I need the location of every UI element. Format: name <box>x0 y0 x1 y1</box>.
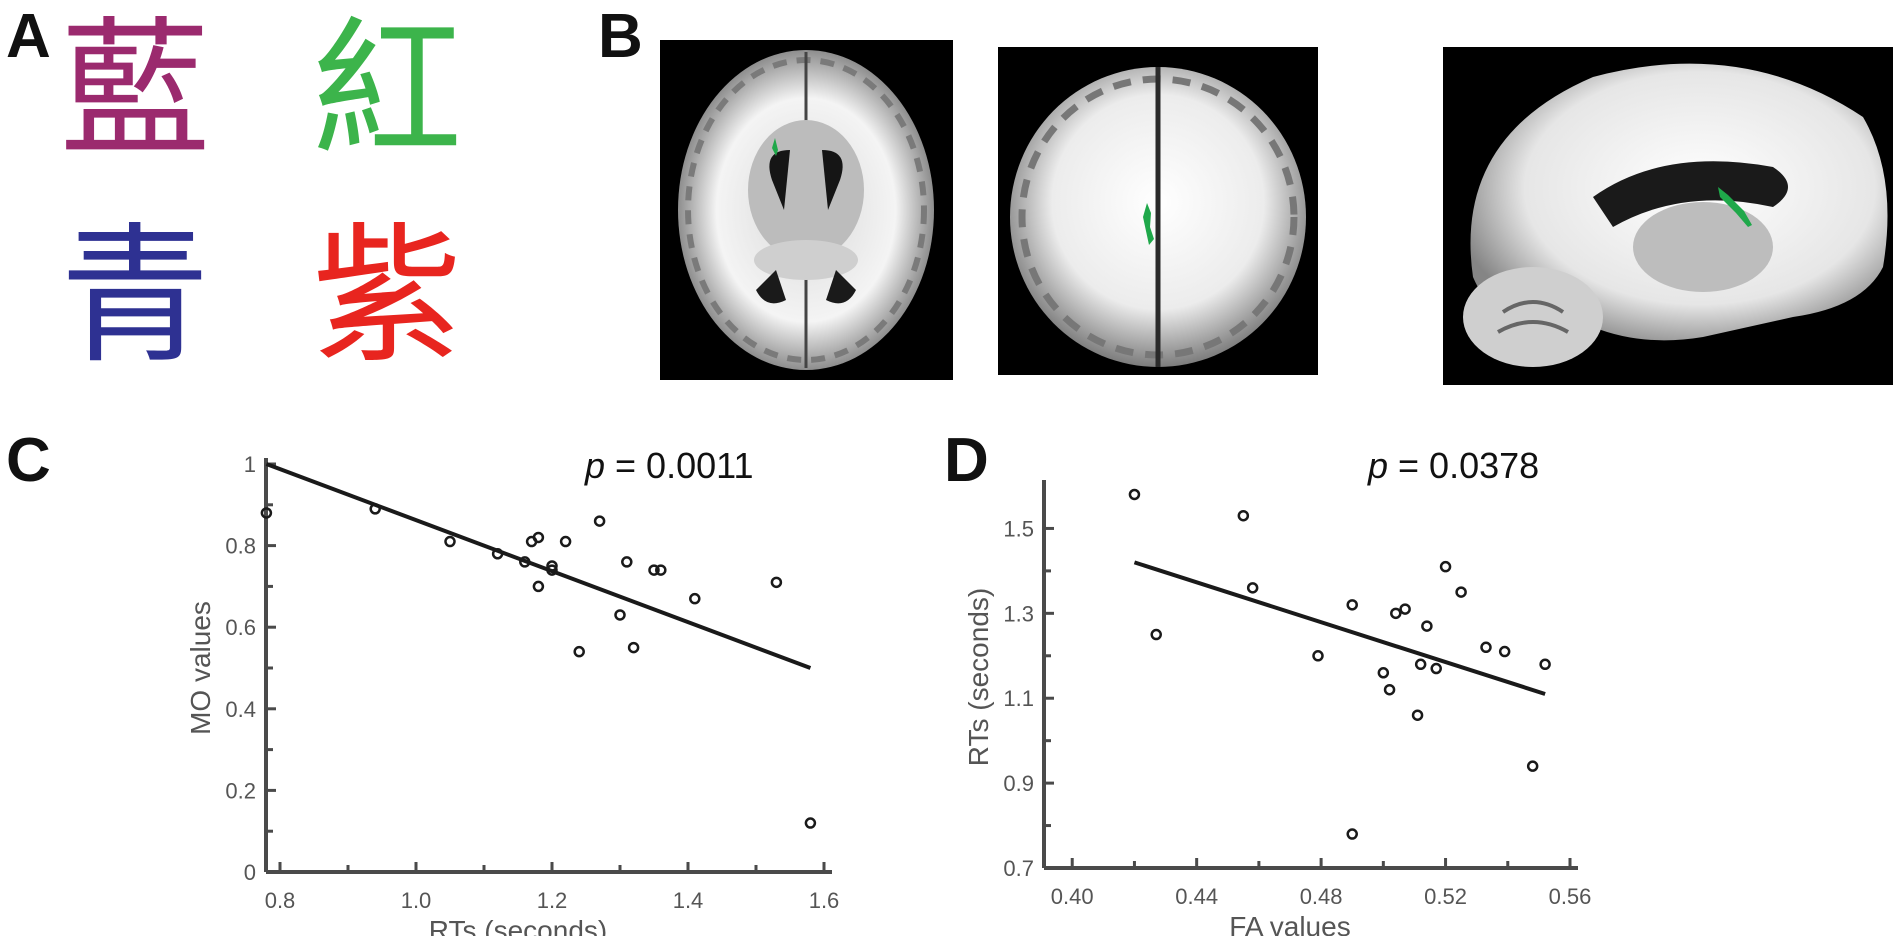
data-point <box>1411 709 1424 721</box>
data-point <box>1390 607 1402 620</box>
x-tick-label: 1.0 <box>401 888 432 913</box>
data-point <box>655 564 667 576</box>
p-value: = 0.0011 <box>605 445 753 486</box>
p-value: = 0.0378 <box>1388 445 1539 486</box>
data-point <box>1346 599 1358 611</box>
data-point <box>1346 828 1358 840</box>
data-point <box>627 641 640 654</box>
x-tick-label: 0.44 <box>1175 884 1218 909</box>
data-point <box>648 564 660 576</box>
data-point <box>621 556 633 568</box>
data-point <box>593 515 606 527</box>
x-tick-label: 1.2 <box>537 888 568 913</box>
y-tick-label: 0 <box>244 860 256 885</box>
panel-label-b: B <box>598 2 643 71</box>
data-point <box>1430 662 1442 675</box>
regression-line <box>265 462 812 670</box>
x-tick-label: 0.52 <box>1424 884 1467 909</box>
panel-label-d: D <box>944 426 989 495</box>
x-tick-label: 0.40 <box>1051 884 1094 909</box>
chart-c: 0 0.2 0.4 0.6 0.8 1 0.8 1.0 1.2 1.4 1.6 RTs (second… <box>185 445 840 936</box>
data-point <box>1526 760 1539 772</box>
x-tick-label: 1.6 <box>809 888 840 913</box>
data-point <box>1439 560 1452 573</box>
data-point <box>1246 582 1259 594</box>
data-point <box>689 592 701 605</box>
y-tick-label: 0.8 <box>225 534 256 559</box>
x-axis-title: FA values <box>1229 911 1350 936</box>
y-tick-label: 0.4 <box>225 697 256 722</box>
x-tick-label: 0.48 <box>1300 884 1343 909</box>
y-tick-label: 1.1 <box>1003 686 1034 711</box>
data-point <box>1421 620 1433 632</box>
data-point <box>1128 488 1141 501</box>
y-tick-label: 0.6 <box>225 615 256 640</box>
brain-sagittal-slice <box>1443 47 1893 385</box>
p-symbol: p <box>1367 445 1388 486</box>
regression-line <box>1133 560 1546 696</box>
data-point <box>1377 667 1390 679</box>
x-tick-label: 0.8 <box>265 888 296 913</box>
brain-axial-slice <box>660 40 953 380</box>
y-axis-title: RTs (seconds) <box>963 588 994 766</box>
data-point <box>559 535 572 548</box>
y-tick-label: 1.3 <box>1003 601 1034 626</box>
p-value-annotation: p = 0.0011 <box>584 445 754 486</box>
stroop-word-3: 青 <box>60 210 211 384</box>
data-point <box>1312 650 1324 662</box>
data-point <box>1150 628 1162 641</box>
y-tick-label: 0.9 <box>1003 771 1034 796</box>
data-point <box>1455 586 1467 598</box>
data-point <box>614 609 626 621</box>
data-point <box>573 645 585 658</box>
data-point <box>546 560 558 572</box>
y-tick-label: 0.2 <box>225 778 256 803</box>
panel-label-c: C <box>6 426 51 495</box>
data-point <box>546 564 558 576</box>
data-point <box>1498 645 1511 658</box>
panel-label-a: A <box>6 2 51 71</box>
x-tick-label: 0.56 <box>1549 884 1592 909</box>
brain-coronal-slice <box>998 47 1318 375</box>
data-point <box>532 531 545 544</box>
y-tick-label: 1 <box>244 452 256 477</box>
stroop-word-2: 紅 <box>312 4 463 178</box>
data-point <box>260 507 273 519</box>
x-tick-label: 1.4 <box>673 888 704 913</box>
data-point <box>491 548 504 560</box>
data-point <box>770 576 783 589</box>
y-axis-title: MO values <box>185 601 216 735</box>
p-value-annotation: p = 0.0378 <box>1367 445 1539 486</box>
stroop-word-1: 藍 <box>60 4 211 178</box>
data-point <box>532 580 545 593</box>
data-point <box>1539 658 1551 671</box>
data-point <box>804 817 817 829</box>
data-point <box>1414 658 1427 671</box>
data-point <box>1237 509 1250 522</box>
y-tick-label: 1.5 <box>1003 516 1034 541</box>
data-point <box>1399 603 1411 615</box>
data-point <box>519 556 531 568</box>
data-point <box>1480 641 1492 654</box>
data-point <box>1383 683 1396 696</box>
brain-sagittal-image <box>1463 63 1888 367</box>
chart-d: 0.7 0.9 1.1 1.3 1.5 0.40 0.44 0.48 0.52 0.56 FA va… <box>963 445 1592 936</box>
y-tick-label: 0.7 <box>1003 856 1034 881</box>
brain-coronal-image <box>1010 67 1306 367</box>
stroop-word-4: 紫 <box>312 210 463 384</box>
data-point <box>444 535 456 548</box>
x-axis-title: RTs (seconds) <box>429 915 607 936</box>
data-point <box>369 503 381 515</box>
p-symbol: p <box>584 445 605 486</box>
brain-axial-image <box>678 50 934 370</box>
